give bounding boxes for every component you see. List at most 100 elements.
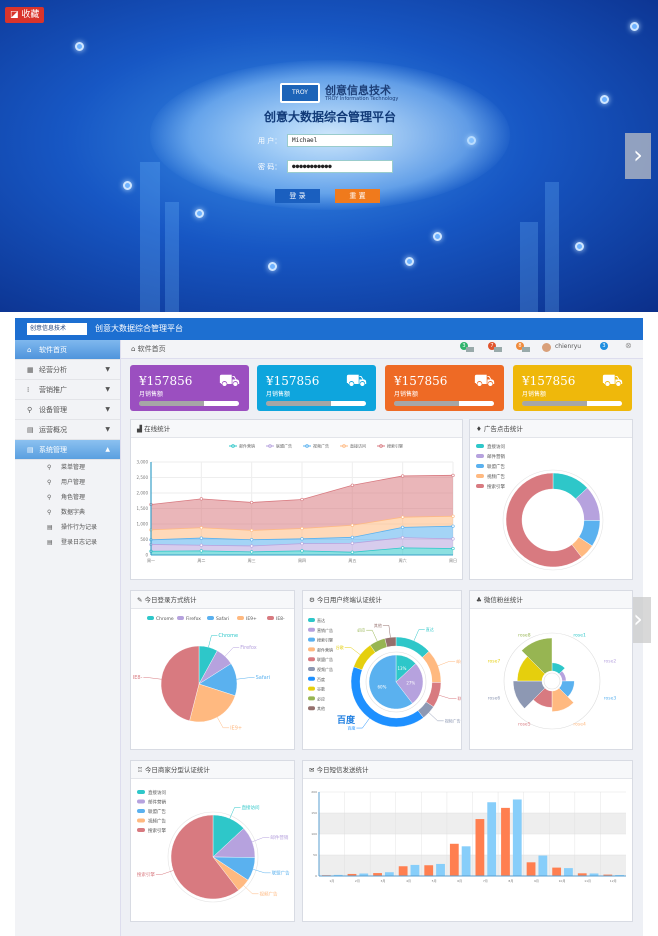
sidebar-sub-item-label: 用户管理 xyxy=(61,479,86,486)
notification-icon[interactable]: 3 xyxy=(460,342,478,354)
breadcrumb: ⌂ 软件首页 xyxy=(121,340,643,359)
center-hole xyxy=(543,672,561,690)
area-2 xyxy=(151,526,453,546)
username-input[interactable]: Michael xyxy=(287,134,393,147)
bar xyxy=(538,855,548,876)
label-line xyxy=(253,869,271,874)
key-icon: ⚲ xyxy=(47,479,52,486)
label-line xyxy=(366,629,378,642)
area-3 xyxy=(151,516,453,540)
carousel-next-button[interactable]: › xyxy=(625,133,651,179)
y-tick-label: 2,000 xyxy=(137,491,149,496)
node-dot xyxy=(433,232,442,241)
legend-dot xyxy=(231,444,235,448)
sidebar-item[interactable]: ▤ 系统管理 ▲ xyxy=(15,440,120,460)
progress-fill xyxy=(394,401,459,406)
sales-card[interactable]: ¥157856 月销售额 ⛟ xyxy=(257,365,376,411)
chevron-down-icon: ▼ xyxy=(105,386,110,393)
badge-count: 8 xyxy=(516,342,524,350)
label-line xyxy=(438,694,457,699)
legend-marker xyxy=(308,618,315,622)
sidebar-sub-item-label: 登录日志记录 xyxy=(61,539,98,546)
sales-card[interactable]: ¥157856 月销售额 ⛟ xyxy=(130,365,249,411)
message-icon[interactable]: 7 xyxy=(488,342,506,354)
close-icon[interactable]: ⊗ xyxy=(625,341,632,350)
sidebar-sub-item-label: 菜单管理 xyxy=(61,464,86,471)
legend-label: 邮件营销 xyxy=(487,453,505,460)
legend-label: 直接访问 xyxy=(350,443,366,449)
chevron-down-icon: ▼ xyxy=(105,366,110,373)
bar xyxy=(398,866,408,876)
chevron-right-icon: › xyxy=(633,605,643,633)
sidebar-sub-item[interactable]: ▤ 登录日志记录 xyxy=(15,535,120,550)
data-point xyxy=(300,497,304,502)
y-tick-label: 2,500 xyxy=(137,475,149,480)
label-line xyxy=(437,661,456,666)
sidebar-sub-item[interactable]: ⚲ 数据字典 xyxy=(15,505,120,520)
panel-header: ⚙ 今日用户终端认证统计 xyxy=(303,591,461,609)
bar xyxy=(577,873,587,876)
brand-name: 创意信息技术 xyxy=(325,84,391,97)
pie-slice xyxy=(368,654,413,710)
data-point xyxy=(401,515,405,519)
sidebar-item[interactable]: ⁞ 营销推广 ▼ xyxy=(15,380,120,400)
password-input[interactable]: ●●●●●●●●●●● xyxy=(287,160,393,173)
panel-browser: ✎ 今日登录方式统计 Chrome Firefox Safari IE9+ IE8- Chr… xyxy=(130,590,295,750)
login-button[interactable]: 登 录 xyxy=(275,189,320,203)
data-point xyxy=(250,550,254,554)
shopping-cart-icon: ⛟ xyxy=(345,371,367,391)
node-dot xyxy=(195,209,204,218)
company-logo: TROY xyxy=(280,83,320,103)
sidebar-item[interactable]: ⚲ 设备管理 ▼ xyxy=(15,400,120,420)
bookmark-icon: ◪ xyxy=(10,10,22,20)
legend-marker xyxy=(177,616,184,620)
data-point xyxy=(300,541,304,546)
y-tick-label: 100 xyxy=(311,832,317,836)
legend-marker xyxy=(308,686,315,691)
legend-label: 直达 xyxy=(317,617,325,623)
legend-marker xyxy=(308,647,315,652)
slice-label: 视频广告 xyxy=(259,890,277,897)
slice-label: rose5 xyxy=(518,721,531,727)
x-tick-label: 2月 xyxy=(355,879,360,883)
legend-label: 视频广告 xyxy=(317,666,333,672)
legend-dot xyxy=(305,444,309,448)
task-icon[interactable]: 8 xyxy=(516,342,534,354)
username-dropdown[interactable]: chienryu xyxy=(555,343,582,350)
icon-glyph xyxy=(494,347,502,352)
sidebar-item[interactable]: ▤ 运营概况 ▼ xyxy=(15,420,120,440)
sidebar-item[interactable]: ▦ 经营分析 ▼ xyxy=(15,360,120,380)
sidebar-sub-item[interactable]: ⚲ 菜单管理 xyxy=(15,460,120,475)
avatar[interactable] xyxy=(542,343,551,352)
icon-glyph xyxy=(522,347,530,352)
data-point xyxy=(451,514,455,518)
panel-header: ♦ 广告点击统计 xyxy=(470,420,632,438)
node-dot xyxy=(75,42,84,51)
sidebar-sub-item[interactable]: ▤ 操作行为记录 xyxy=(15,520,120,535)
sidebar-sub-item[interactable]: ⚲ 角色管理 xyxy=(15,490,120,505)
legend-marker xyxy=(476,444,484,448)
slice-label: rose4 xyxy=(573,721,586,727)
data-point xyxy=(350,535,354,539)
bar xyxy=(501,807,510,876)
bar xyxy=(589,873,599,876)
sidebar-item-label: 设备管理 xyxy=(39,406,67,414)
user-badge[interactable]: 3 xyxy=(600,342,608,350)
sidebar-sub-item[interactable]: ⚲ 用户管理 xyxy=(15,475,120,490)
favorite-button[interactable]: ◪ 收藏 xyxy=(5,7,45,23)
data-point xyxy=(199,526,203,530)
legend-label: Safari xyxy=(216,616,229,622)
y-tick-label: 50 xyxy=(313,853,317,857)
sales-card[interactable]: ¥157856 月销售额 ⛟ xyxy=(385,365,504,411)
sidebar-item[interactable]: ⌂ 软件首页 xyxy=(15,340,120,360)
slice-label: rose7 xyxy=(488,659,501,665)
breadcrumb-label[interactable]: 软件首页 xyxy=(137,345,166,353)
data-point xyxy=(199,549,203,553)
node-dot xyxy=(268,262,277,271)
reset-button[interactable]: 重 置 xyxy=(335,189,380,203)
data-point xyxy=(199,536,203,540)
label-line xyxy=(382,625,391,638)
chevron-down-icon: ▼ xyxy=(105,426,110,433)
sales-card[interactable]: ¥157856 月销售额 ⛟ xyxy=(513,365,632,411)
